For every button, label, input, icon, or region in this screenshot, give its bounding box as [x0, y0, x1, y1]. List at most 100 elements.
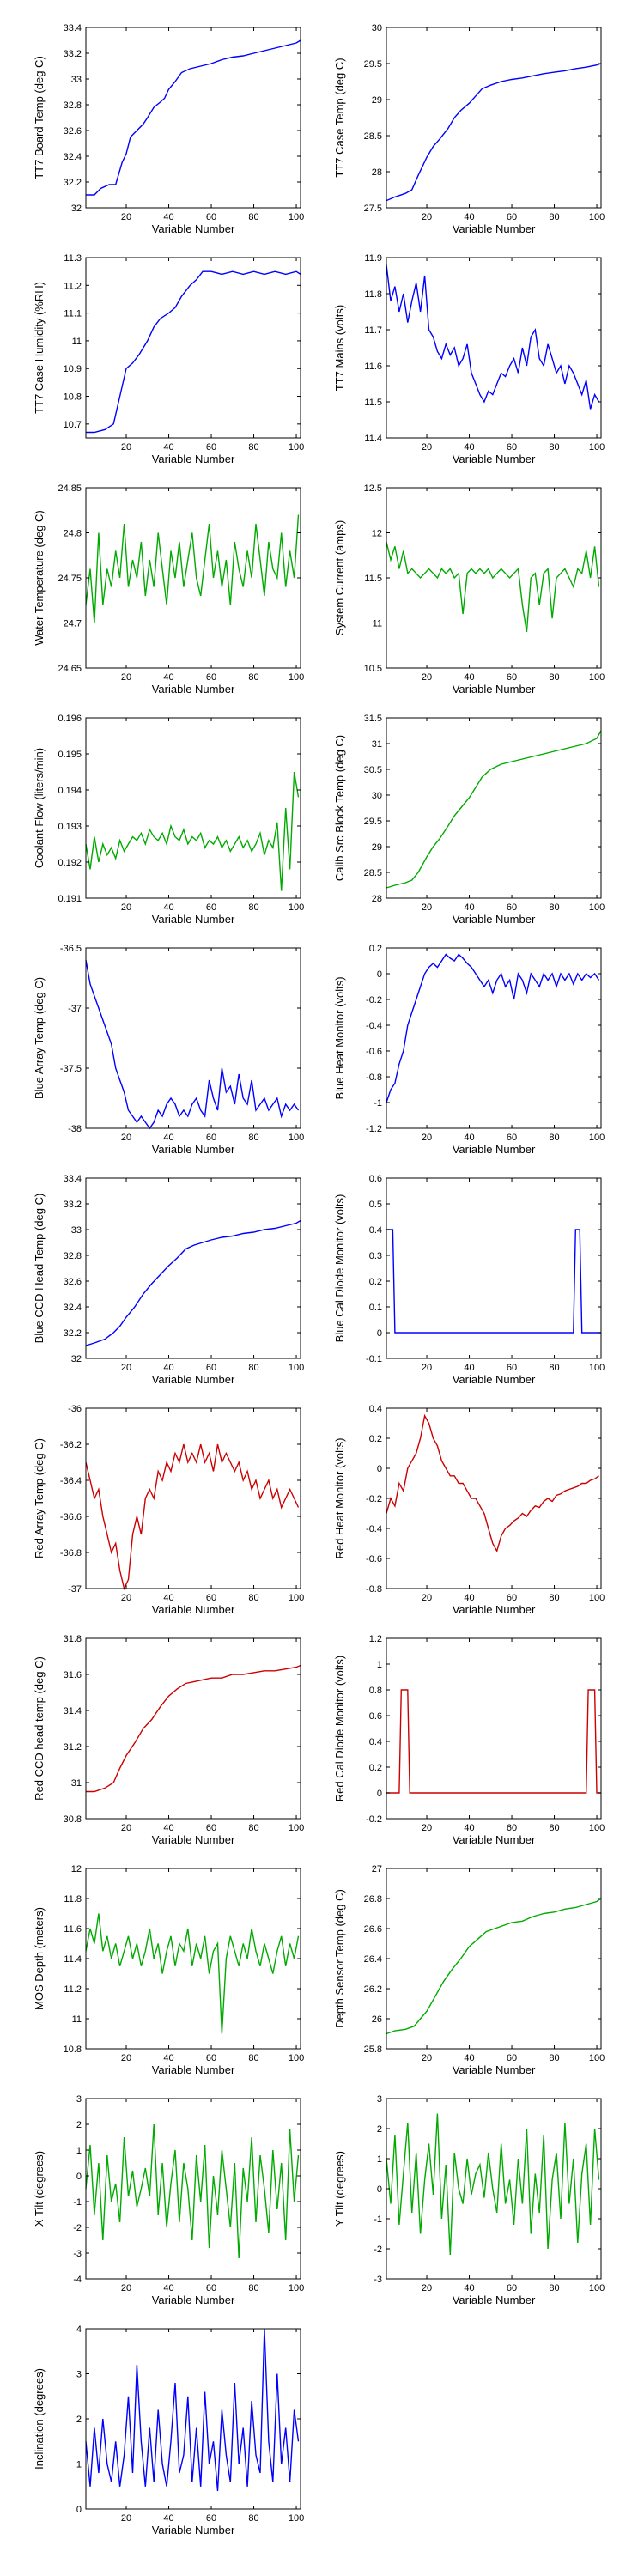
y-axis-label: TT7 Case Humidity (%RH) [33, 282, 46, 414]
y-tick-label: 2 [76, 2120, 82, 2130]
x-axis-label: Variable Number [152, 2524, 235, 2537]
y-tick-label: 30 [372, 23, 382, 33]
x-axis-label: Variable Number [453, 1373, 536, 1386]
plot-frame [85, 1177, 301, 1359]
plot-frame [386, 717, 602, 899]
y-tick-label: 0.191 [58, 894, 82, 904]
y-axis-label: X Tilt (degrees) [33, 2151, 46, 2227]
x-tick-label: 20 [121, 672, 131, 683]
chart-11: 32 32.2 32.4 32.6 32.8 33 33.2 33.4 20 40 60 80 100 V… [33, 1174, 304, 1386]
x-tick-label: 100 [289, 2283, 304, 2293]
plot-frame [386, 947, 602, 1129]
chart-19: -4 -3 -2 -1 0 1 2 3 20 40 60 80 100 Variable Number X … [33, 2094, 304, 2306]
x-tick-label: 100 [289, 672, 304, 683]
y-tick-label: 0 [377, 1789, 382, 1799]
plot-frame [386, 1637, 602, 1820]
x-tick-label: 40 [464, 902, 474, 913]
plot-frame [85, 2098, 301, 2280]
y-tick-label: -36.5 [60, 944, 82, 954]
y-tick-label: 27.5 [364, 204, 382, 214]
x-tick-label: 100 [289, 2513, 304, 2524]
plot-frame [85, 487, 301, 669]
y-tick-label: 31.8 [64, 1634, 82, 1644]
x-tick-label: 40 [163, 442, 173, 453]
y-tick-label: 32.2 [64, 178, 82, 188]
chart-16: -0.2 0 0.2 0.4 0.6 0.8 1 1.2 20 40 60 80 100 Variable… [333, 1634, 605, 1846]
x-axis-label: Variable Number [152, 1373, 235, 1386]
y-tick-label: 25.8 [364, 2044, 382, 2055]
x-tick-label: 60 [206, 902, 216, 913]
series-line [85, 1219, 301, 1346]
y-axis-label: TT7 Mains (volts) [333, 305, 346, 391]
y-axis-label: Inclination (degrees) [33, 2368, 46, 2470]
x-tick-label: 100 [289, 2053, 304, 2063]
x-axis-label: Variable Number [453, 222, 536, 235]
y-tick-label: 33.4 [64, 23, 82, 33]
x-tick-label: 20 [121, 2513, 131, 2524]
series-line [386, 264, 600, 410]
chart-13: -37 -36.8 -36.6 -36.4 -36.2 -36 20 40 60 80 100 Var… [33, 1404, 304, 1616]
x-tick-label: 60 [206, 2283, 216, 2293]
y-tick-label: 2 [377, 2124, 382, 2135]
y-tick-label: 11.6 [364, 361, 382, 372]
y-tick-label: 30 [372, 791, 382, 801]
y-tick-label: 10.8 [64, 392, 82, 403]
y-tick-label: 11 [72, 2014, 82, 2025]
x-tick-label: 20 [121, 1823, 131, 1833]
x-tick-label: 60 [507, 1823, 517, 1833]
x-tick-label: 80 [549, 902, 559, 913]
y-tick-label: -36.2 [60, 1440, 82, 1450]
y-tick-label: 31.4 [64, 1706, 82, 1716]
x-tick-label: 40 [464, 2053, 474, 2063]
y-tick-label: 27 [372, 1864, 382, 1874]
y-tick-label: -3 [73, 2249, 82, 2259]
y-tick-label: 24.7 [64, 619, 82, 629]
y-tick-label: 3 [76, 2094, 82, 2105]
x-tick-label: 60 [507, 672, 517, 683]
x-tick-label: 60 [206, 1593, 216, 1603]
series-line [386, 1689, 601, 1794]
chart-17: 10.8 11 11.2 11.4 11.6 11.8 12 20 40 60 80 100 Varia… [33, 1864, 304, 2076]
y-tick-label: 29.5 [364, 59, 382, 70]
x-tick-label: 100 [289, 212, 304, 222]
y-tick-label: 24.8 [64, 529, 82, 539]
x-tick-label: 100 [589, 442, 605, 453]
plot-frame [386, 1407, 602, 1589]
y-tick-label: 33 [71, 1225, 82, 1236]
y-tick-label: -0.2 [366, 1814, 382, 1825]
x-tick-label: 100 [589, 2283, 605, 2293]
y-axis-label: Blue Cal Diode Monitor (volts) [333, 1194, 346, 1343]
x-axis-label: Variable Number [453, 683, 536, 696]
y-tick-label: 11.9 [364, 253, 382, 264]
x-tick-label: 40 [464, 1363, 474, 1373]
x-tick-label: 60 [206, 1363, 216, 1373]
x-tick-label: 40 [163, 672, 173, 683]
plot-frame [85, 1637, 301, 1820]
y-tick-label: 0 [377, 1464, 382, 1474]
x-tick-label: 40 [464, 1823, 474, 1833]
series-line [86, 39, 301, 196]
chart-20: -3 -2 -1 0 1 2 3 20 40 60 80 100 Variable Number Y Ti… [333, 2094, 605, 2306]
y-tick-label: -4 [73, 2275, 82, 2285]
x-tick-label: 40 [464, 1133, 474, 1143]
y-tick-label: 12.5 [364, 483, 382, 494]
y-tick-label: 0.193 [58, 822, 82, 832]
x-tick-label: 60 [206, 672, 216, 683]
y-tick-label: 11.7 [364, 325, 382, 336]
y-tick-label: 11.4 [364, 434, 382, 444]
y-tick-label: 0 [377, 2184, 382, 2195]
x-tick-label: 80 [549, 442, 559, 453]
y-tick-label: 32.8 [64, 1251, 82, 1261]
y-tick-label: 0.5 [369, 1200, 382, 1210]
y-tick-label: 1 [76, 2460, 82, 2470]
y-tick-label: 0.196 [58, 714, 82, 724]
series-line [386, 953, 600, 1103]
x-tick-label: 100 [589, 902, 605, 913]
y-tick-label: 11.6 [64, 1924, 82, 1935]
y-tick-label: 32.6 [64, 126, 82, 137]
y-tick-label: -0.8 [366, 1072, 382, 1083]
x-axis-label: Variable Number [453, 453, 536, 465]
x-tick-label: 60 [507, 1593, 517, 1603]
x-tick-label: 20 [422, 1823, 432, 1833]
x-tick-label: 80 [248, 442, 258, 453]
